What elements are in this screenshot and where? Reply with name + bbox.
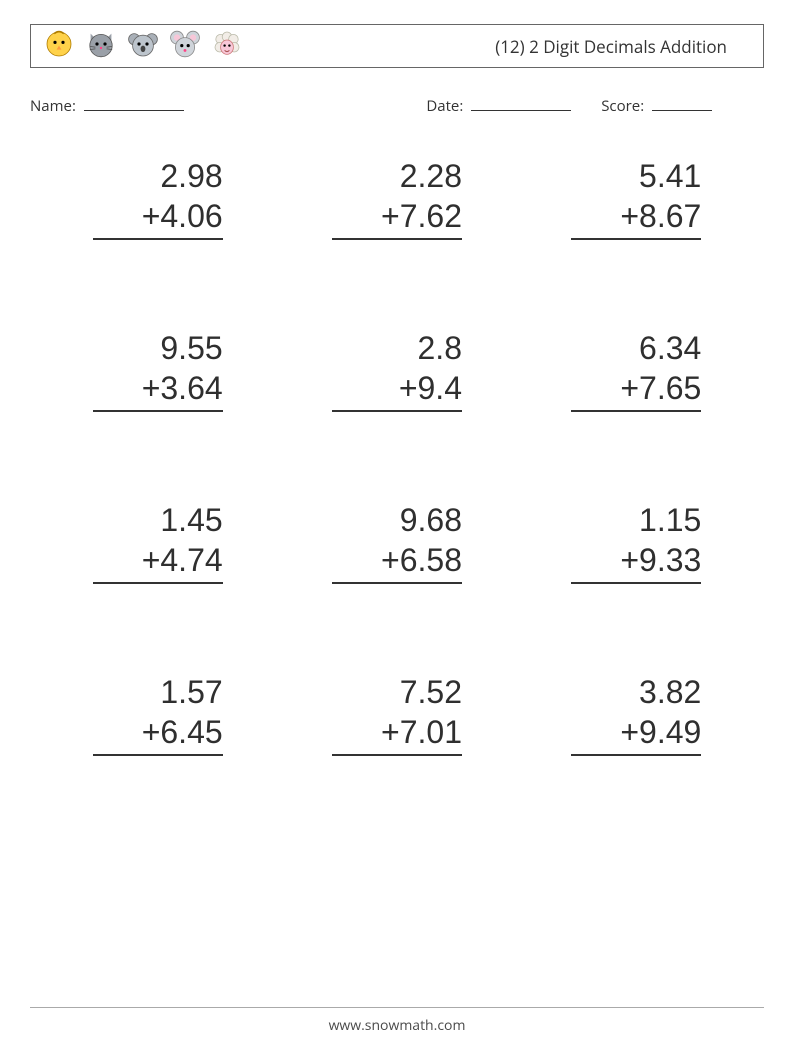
operand-bottom: +4.06 <box>93 196 223 240</box>
problem-stack: 1.45+4.74 <box>93 500 223 584</box>
operand-top: 2.8 <box>332 328 462 368</box>
problem: 2.98+4.06 <box>58 156 257 240</box>
name-field: Name: <box>30 96 426 116</box>
operand-top: 1.57 <box>93 672 223 712</box>
operand-top: 2.98 <box>93 156 223 196</box>
operand-bottom: +6.58 <box>332 540 462 584</box>
operand-bottom: +3.64 <box>93 368 223 412</box>
operand-top: 1.45 <box>93 500 223 540</box>
koala-icon <box>127 28 159 65</box>
problem: 1.45+4.74 <box>58 500 257 584</box>
problem: 9.68+6.58 <box>297 500 496 584</box>
info-row: Name: Date: Score: <box>30 96 764 116</box>
score-blank[interactable] <box>652 110 712 111</box>
problem: 6.34+7.65 <box>537 328 736 412</box>
problem: 2.8+9.4 <box>297 328 496 412</box>
operand-bottom: +4.74 <box>93 540 223 584</box>
sheep-icon <box>211 28 243 65</box>
operand-top: 9.55 <box>93 328 223 368</box>
problem-stack: 9.55+3.64 <box>93 328 223 412</box>
operand-bottom: +6.45 <box>93 712 223 756</box>
operand-top: 3.82 <box>571 672 701 712</box>
header-box: (12) 2 Digit Decimals Addition <box>30 24 764 68</box>
chick-icon <box>43 28 75 65</box>
operand-top: 5.41 <box>571 156 701 196</box>
animal-icons-row <box>43 28 243 65</box>
problem-stack: 2.28+7.62 <box>332 156 462 240</box>
problem: 9.55+3.64 <box>58 328 257 412</box>
operand-bottom: +7.62 <box>332 196 462 240</box>
problems-grid: 2.98+4.062.28+7.625.41+8.679.55+3.642.8+… <box>30 156 764 756</box>
operand-bottom: +9.49 <box>571 712 701 756</box>
worksheet-title: (12) 2 Digit Decimals Addition <box>495 35 751 58</box>
date-field: Date: <box>426 96 571 116</box>
operand-bottom: +8.67 <box>571 196 701 240</box>
score-field: Score: <box>601 96 712 116</box>
operand-top: 9.68 <box>332 500 462 540</box>
problem: 5.41+8.67 <box>537 156 736 240</box>
problem: 2.28+7.62 <box>297 156 496 240</box>
score-label: Score: <box>601 96 644 116</box>
problem: 1.57+6.45 <box>58 672 257 756</box>
problem-stack: 3.82+9.49 <box>571 672 701 756</box>
problem-stack: 5.41+8.67 <box>571 156 701 240</box>
problem-stack: 7.52+7.01 <box>332 672 462 756</box>
name-blank[interactable] <box>84 110 184 111</box>
footer-url: www.snowmath.com <box>329 1016 466 1035</box>
footer: www.snowmath.com <box>30 1007 764 1035</box>
date-blank[interactable] <box>471 110 571 111</box>
problem-stack: 1.15+9.33 <box>571 500 701 584</box>
operand-top: 7.52 <box>332 672 462 712</box>
operand-top: 1.15 <box>571 500 701 540</box>
problem-stack: 6.34+7.65 <box>571 328 701 412</box>
operand-top: 6.34 <box>571 328 701 368</box>
problem-stack: 9.68+6.58 <box>332 500 462 584</box>
mouse-icon <box>169 28 201 65</box>
problem-stack: 1.57+6.45 <box>93 672 223 756</box>
name-label: Name: <box>30 96 76 116</box>
operand-top: 2.28 <box>332 156 462 196</box>
operand-bottom: +7.01 <box>332 712 462 756</box>
problem-stack: 2.98+4.06 <box>93 156 223 240</box>
worksheet-page: (12) 2 Digit Decimals Addition Name: Dat… <box>0 0 794 1053</box>
operand-bottom: +7.65 <box>571 368 701 412</box>
problem: 3.82+9.49 <box>537 672 736 756</box>
date-label: Date: <box>426 96 463 116</box>
operand-bottom: +9.33 <box>571 540 701 584</box>
problem: 7.52+7.01 <box>297 672 496 756</box>
operand-bottom: +9.4 <box>332 368 462 412</box>
problem-stack: 2.8+9.4 <box>332 328 462 412</box>
cat-icon <box>85 28 117 65</box>
problem: 1.15+9.33 <box>537 500 736 584</box>
